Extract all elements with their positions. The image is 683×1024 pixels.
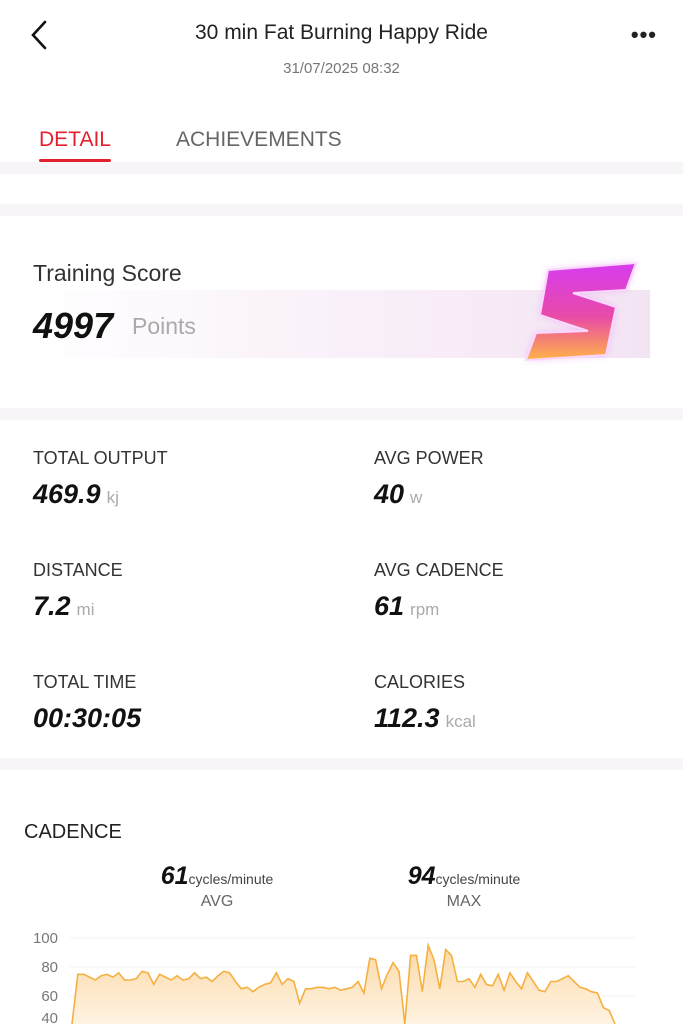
y-tick-label: 80 bbox=[41, 959, 58, 976]
stat-value: 7.2 bbox=[33, 591, 71, 621]
avg-value: 61 bbox=[160, 862, 189, 890]
cadence-line bbox=[71, 942, 616, 1024]
stat-distance: DISTANCE 7.2 mi bbox=[33, 560, 123, 622]
stat-unit: mi bbox=[76, 600, 95, 619]
cadence-avg: 61cycles/minute AVG bbox=[137, 862, 297, 911]
avg-label: AVG bbox=[200, 893, 234, 910]
cadence-max: 94cycles/minute MAX bbox=[384, 862, 544, 911]
divider bbox=[0, 162, 683, 174]
stat-unit: kcal bbox=[445, 712, 476, 731]
stat-avg-cadence: AVG CADENCE 61 rpm bbox=[374, 560, 504, 622]
stat-label: CALORIES bbox=[374, 672, 466, 692]
max-value: 94 bbox=[407, 862, 436, 890]
stat-calories: CALORIES 112.3 kcal bbox=[374, 672, 476, 734]
tab-bar: DETAIL ACHIEVEMENTS bbox=[0, 128, 683, 162]
avg-unit: cycles/minute bbox=[188, 871, 274, 887]
tab-achievements[interactable]: ACHIEVEMENTS bbox=[176, 128, 342, 151]
tab-detail[interactable]: DETAIL bbox=[39, 128, 111, 162]
stat-label: DISTANCE bbox=[33, 560, 123, 580]
cadence-area bbox=[72, 945, 615, 1024]
stat-unit: w bbox=[410, 488, 423, 507]
stat-value: 61 bbox=[374, 591, 405, 621]
more-horizontal-icon[interactable]: ••• bbox=[630, 22, 657, 47]
cadence-title: CADENCE bbox=[24, 821, 122, 843]
stat-unit: kj bbox=[106, 488, 119, 507]
stat-label: AVG POWER bbox=[374, 448, 484, 468]
chevron-left-icon[interactable] bbox=[26, 18, 56, 52]
divider bbox=[0, 408, 683, 420]
training-score-label: Training Score bbox=[33, 260, 182, 286]
stat-value: 40 bbox=[374, 479, 405, 509]
stat-label: TOTAL TIME bbox=[33, 672, 137, 692]
stat-value: 469.9 bbox=[33, 479, 101, 509]
divider bbox=[0, 758, 683, 770]
stat-value: 00:30:05 bbox=[33, 703, 142, 733]
training-score-value: 4997 bbox=[33, 305, 114, 346]
y-tick-label: 60 bbox=[41, 988, 58, 1005]
y-tick-label: 100 bbox=[33, 930, 58, 947]
stat-total-output: TOTAL OUTPUT 469.9 kj bbox=[33, 448, 168, 510]
stat-avg-power: AVG POWER 40 w bbox=[374, 448, 484, 510]
stat-label: TOTAL OUTPUT bbox=[33, 448, 168, 468]
stat-value: 112.3 bbox=[374, 703, 440, 733]
workout-date: 31/07/2025 08:32 bbox=[283, 60, 400, 77]
max-unit: cycles/minute bbox=[435, 871, 521, 887]
s-rank-badge-icon bbox=[524, 261, 638, 362]
divider bbox=[0, 204, 683, 216]
page-title: 30 min Fat Burning Happy Ride bbox=[195, 21, 488, 44]
cadence-chart: 100 80 60 40 bbox=[33, 930, 635, 1024]
max-label: MAX bbox=[446, 893, 482, 910]
training-score-unit: Points bbox=[132, 313, 196, 339]
header: 30 min Fat Burning Happy Ride 31/07/2025… bbox=[0, 0, 683, 100]
stat-unit: rpm bbox=[410, 600, 440, 619]
stat-total-time: TOTAL TIME 00:30:05 bbox=[33, 672, 141, 734]
stat-label: AVG CADENCE bbox=[374, 560, 504, 580]
y-tick-label: 40 bbox=[41, 1010, 58, 1024]
